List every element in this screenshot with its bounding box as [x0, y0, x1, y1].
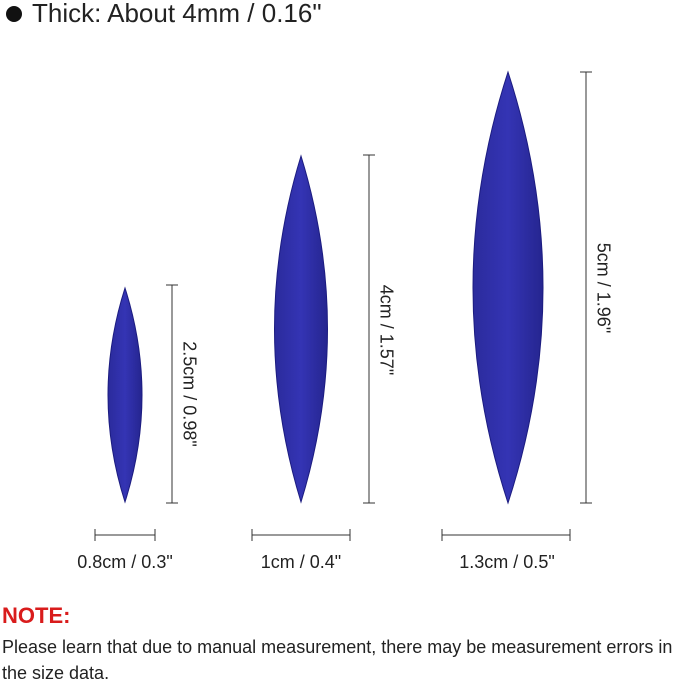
diagram: Thick: About 4mm / 0.16" 2.5cm / 0.98" 0… [6, 0, 613, 572]
width-dimension [94, 529, 156, 541]
width-label: 1.3cm / 0.5" [459, 552, 554, 572]
height-label: 5cm / 1.96" [593, 243, 613, 333]
bullet [6, 6, 22, 22]
piece-small [107, 286, 143, 504]
width-dimension [441, 529, 571, 541]
note-body: Please learn that due to manual measurem… [2, 637, 673, 683]
width-label: 0.8cm / 0.3" [77, 552, 172, 572]
piece-medium [274, 154, 328, 504]
thickness-text: Thick: About 4mm / 0.16" [32, 0, 322, 28]
height-label: 4cm / 1.57" [376, 285, 396, 375]
note-title: NOTE: [2, 603, 71, 628]
width-label: 1cm / 0.4" [261, 552, 341, 572]
height-label: 2.5cm / 0.98" [179, 341, 199, 446]
piece-large [472, 70, 544, 505]
height-dimension [166, 284, 178, 504]
height-dimension [363, 154, 375, 504]
height-dimension [580, 71, 592, 504]
width-dimension [251, 529, 351, 541]
